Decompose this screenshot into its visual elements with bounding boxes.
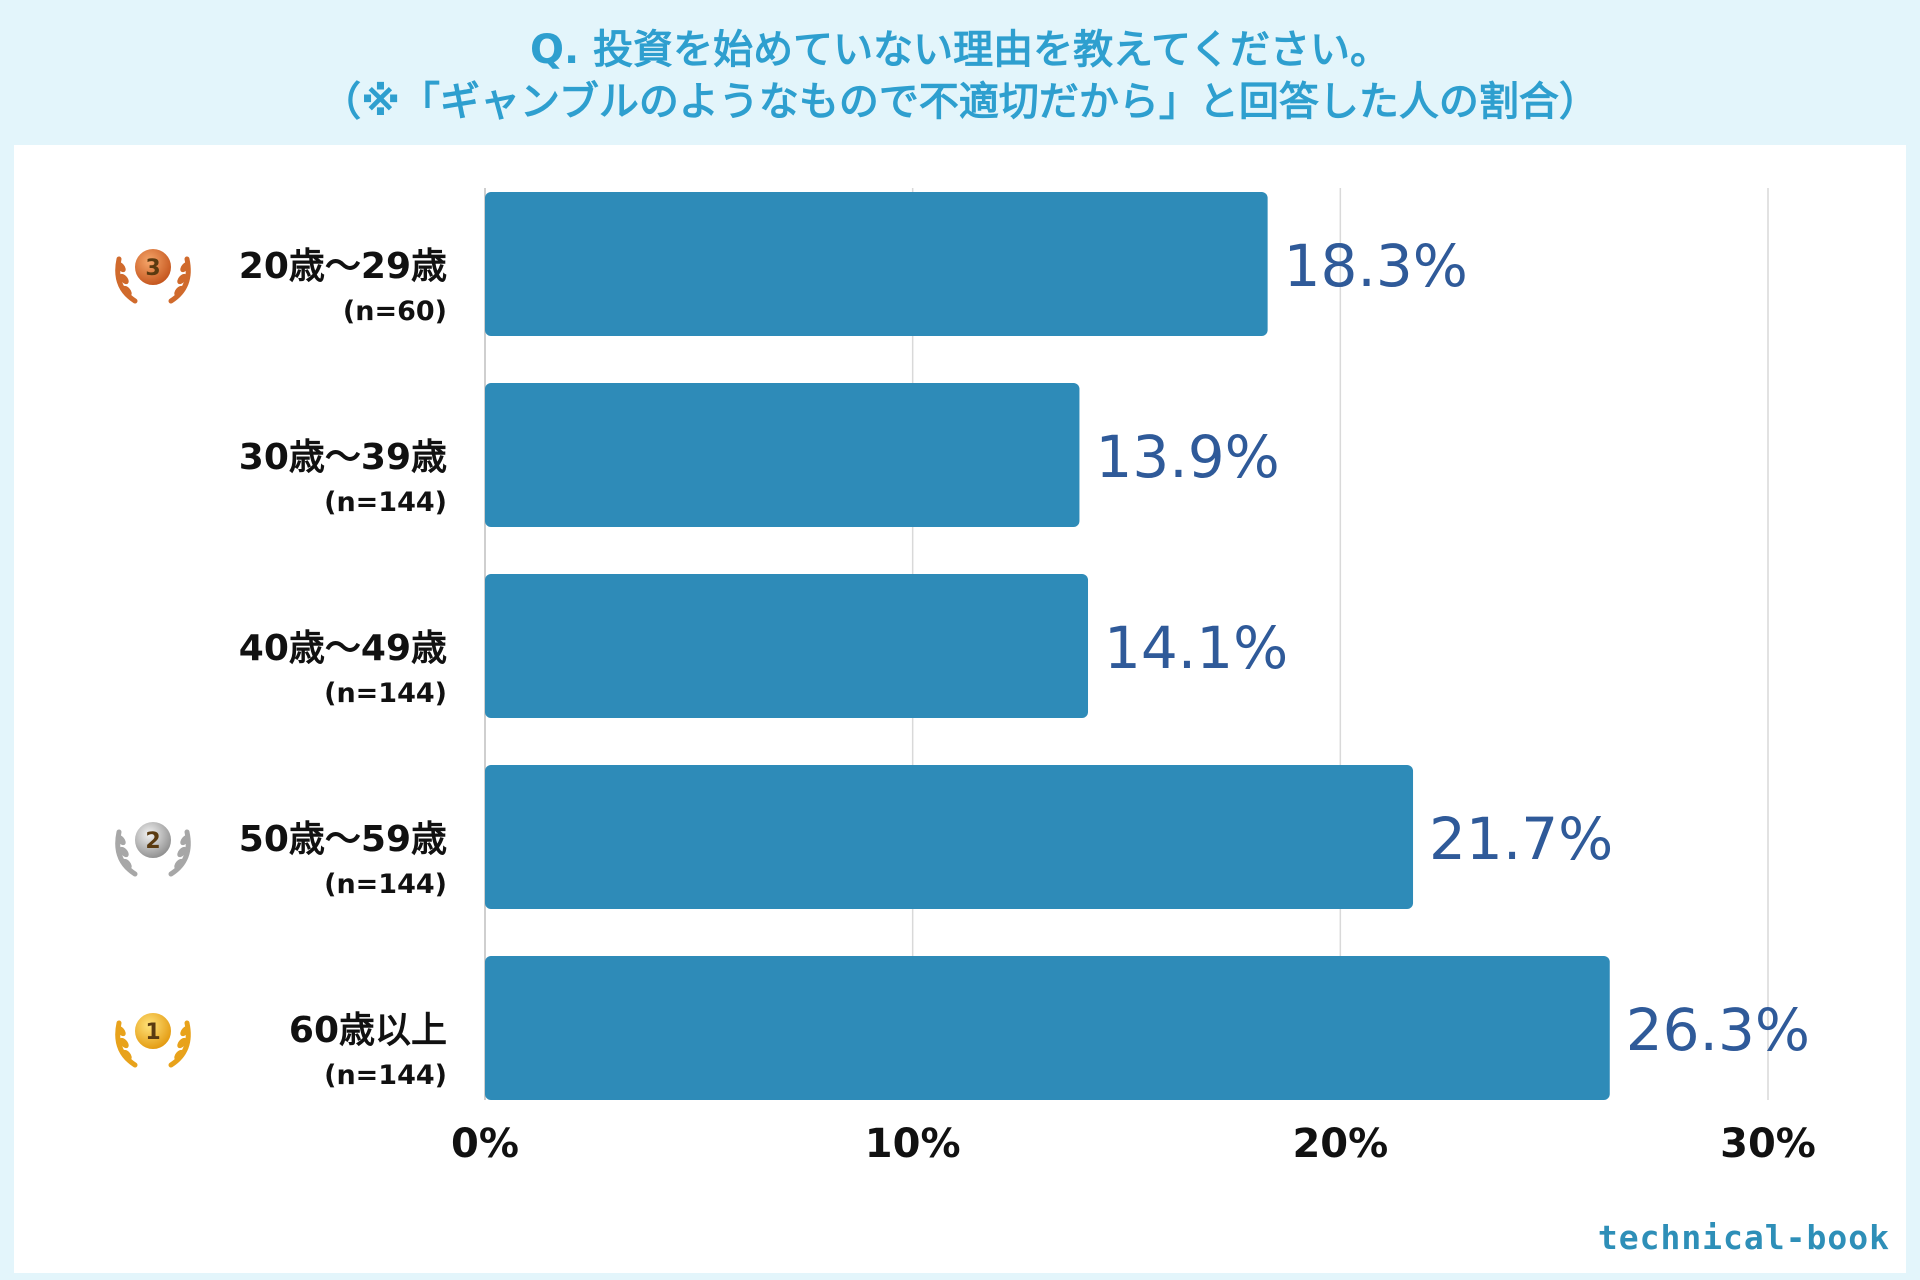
x-tick-label: 30% bbox=[1720, 1121, 1816, 1167]
brand-logo: technical-book bbox=[1597, 1218, 1890, 1257]
data-label: 18.3% bbox=[1284, 232, 1468, 300]
wreath-leaf bbox=[177, 273, 187, 285]
sample-size-label: (n=60) bbox=[343, 296, 447, 327]
sample-size-label: (n=144) bbox=[324, 678, 447, 709]
category-label: 60歳以上 bbox=[289, 1010, 447, 1051]
bar bbox=[485, 574, 1089, 718]
wreath-leaf bbox=[180, 261, 190, 273]
wreath-leaf bbox=[122, 1049, 132, 1061]
wreath-leaf bbox=[122, 858, 132, 870]
medal-disc bbox=[133, 1011, 173, 1051]
x-tick-label: 20% bbox=[1292, 1121, 1388, 1167]
wreath-leaf bbox=[119, 273, 129, 285]
data-label: 13.9% bbox=[1095, 423, 1279, 491]
bar bbox=[485, 765, 1414, 909]
wreath-leaf bbox=[122, 285, 132, 297]
wreath-leaf bbox=[174, 1049, 184, 1061]
wreath-leaf bbox=[119, 1037, 129, 1049]
category-label: 30歳〜39歳 bbox=[239, 437, 447, 478]
sample-size-label: (n=144) bbox=[324, 487, 447, 518]
data-label: 21.7% bbox=[1429, 805, 1613, 873]
gold-medal-icon: 1 bbox=[115, 1011, 191, 1068]
chart-title: Q. 投資を始めていない理由を教えてください。 （※「ギャンブルのようなもので不… bbox=[0, 0, 1920, 145]
sample-size-label: (n=144) bbox=[324, 1060, 447, 1091]
medal-disc bbox=[133, 820, 173, 860]
wreath-leaf bbox=[177, 1037, 187, 1049]
wreath-leaf bbox=[180, 834, 190, 846]
wreath-leaf bbox=[177, 846, 187, 858]
x-tick-label: 10% bbox=[865, 1121, 961, 1167]
medal-rank-number: 3 bbox=[145, 256, 160, 281]
wreath-leaf bbox=[116, 261, 126, 273]
wreath-leaf bbox=[119, 846, 129, 858]
wreath-leaf bbox=[116, 834, 126, 846]
medal-rank-number: 1 bbox=[145, 1020, 160, 1045]
data-label: 26.3% bbox=[1626, 996, 1810, 1064]
wreath-leaf bbox=[174, 858, 184, 870]
wreath-leaf bbox=[116, 1025, 126, 1037]
chart-title-line1: Q. 投資を始めていない理由を教えてください。 bbox=[530, 27, 1390, 73]
wreath-leaf bbox=[180, 1025, 190, 1037]
category-label: 20歳〜29歳 bbox=[239, 246, 447, 287]
category-label: 50歳〜59歳 bbox=[239, 819, 447, 860]
medal-disc bbox=[133, 247, 173, 287]
bar bbox=[485, 956, 1610, 1100]
bronze-medal-icon: 3 bbox=[115, 247, 191, 304]
medal-rank-number: 2 bbox=[145, 829, 160, 854]
sample-size-label: (n=144) bbox=[324, 869, 447, 900]
wreath-leaf bbox=[174, 285, 184, 297]
x-tick-label: 0% bbox=[451, 1121, 519, 1167]
bar bbox=[485, 192, 1268, 336]
chart-title-line2: （※「ギャンブルのようなもので不適切だから」と回答した人の割合） bbox=[321, 79, 1599, 125]
category-label: 40歳〜49歳 bbox=[239, 628, 447, 669]
bar bbox=[485, 383, 1080, 527]
silver-medal-icon: 2 bbox=[115, 820, 191, 877]
data-label: 14.1% bbox=[1104, 614, 1288, 682]
